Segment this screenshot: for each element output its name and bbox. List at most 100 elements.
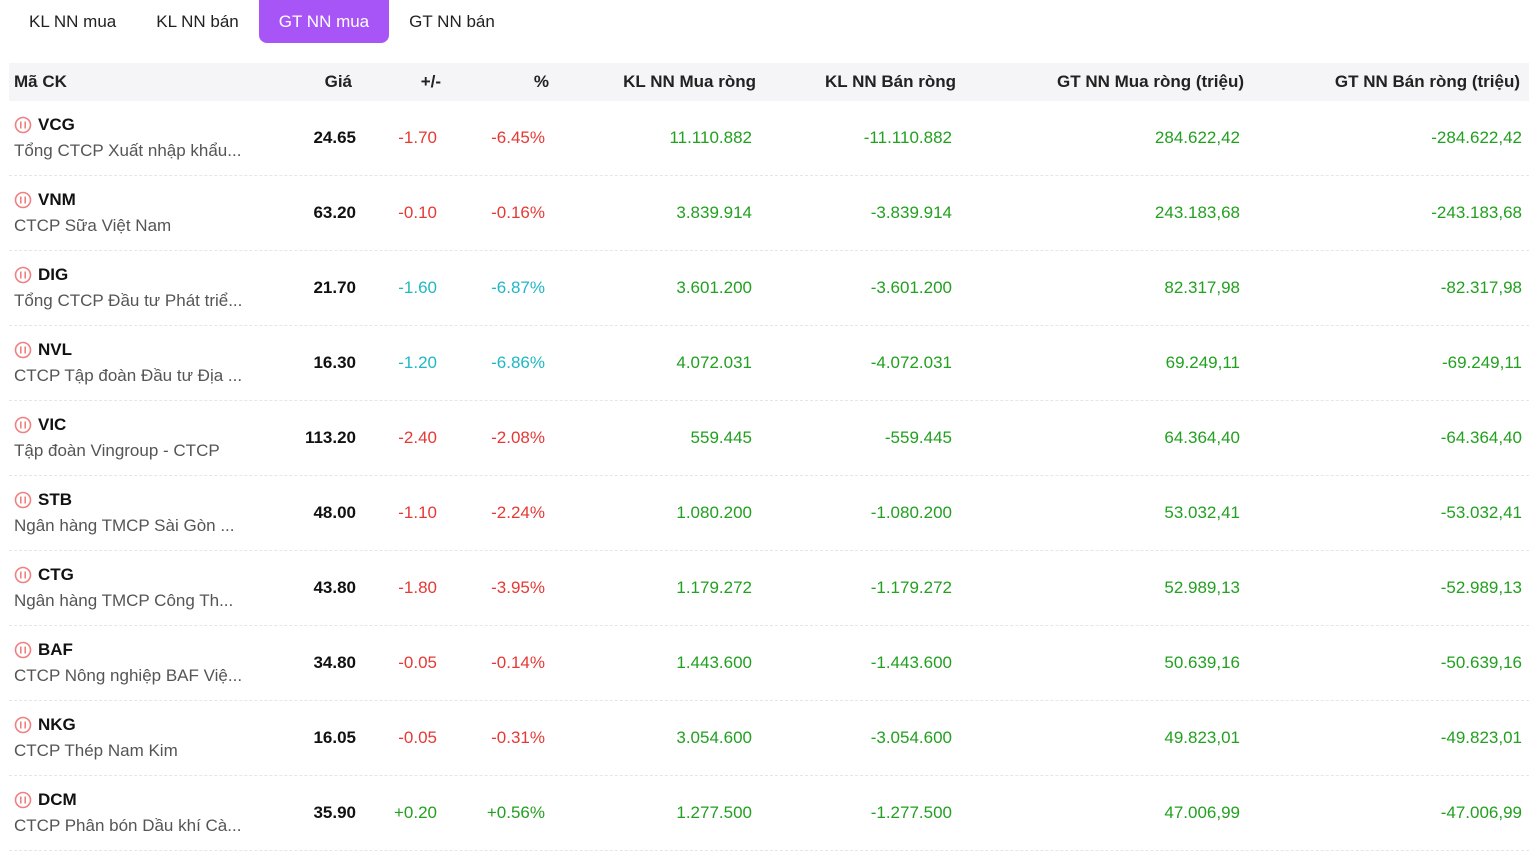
stock-symbol[interactable]: DCM	[38, 790, 77, 809]
company-name: Ngân hàng TMCP Sài Gòn ...	[14, 516, 235, 535]
header-price[interactable]: Giá	[324, 72, 352, 91]
company-name: CTCP Sữa Việt Nam	[14, 216, 172, 235]
stock-cell: NVL CTCP Tập đoàn Đầu tư Địa ...	[9, 340, 271, 386]
table-row[interactable]: NKG CTCP Thép Nam Kim 16.05 -0.05 -0.31% 3.05…	[9, 701, 1529, 776]
symbol-line: BAF	[14, 640, 271, 660]
kl-net-buy: 1.277.500	[676, 803, 752, 822]
gt-net-sell: -64.364,40	[1440, 428, 1522, 447]
pause-icon	[14, 266, 32, 284]
stock-symbol[interactable]: CTG	[38, 565, 74, 584]
symbol-line: NVL	[14, 340, 271, 360]
price: 16.05	[313, 728, 356, 747]
stock-cell: CTG Ngân hàng TMCP Công Th...	[9, 565, 271, 611]
kl-net-sell: -3.054.600	[870, 728, 952, 747]
table-row[interactable]: STB Ngân hàng TMCP Sài Gòn ... 48.00 -1.10 -…	[9, 476, 1529, 551]
header-gt-buy[interactable]: GT NN Mua ròng (triệu)	[1057, 72, 1244, 91]
table-header: Mã CK Giá +/- % KL NN Mua ròng KL NN Bán…	[9, 63, 1529, 101]
stock-symbol[interactable]: VNM	[38, 190, 76, 209]
table-row[interactable]: CTG Ngân hàng TMCP Công Th... 43.80 -1.80 -3…	[9, 551, 1529, 626]
pause-icon	[14, 116, 32, 134]
gt-net-buy: 82.317,98	[1164, 278, 1240, 297]
header-kl-buy[interactable]: KL NN Mua ròng	[623, 72, 756, 91]
tab-kl-nn-mua[interactable]: KL NN mua	[29, 11, 117, 31]
price-change: -0.05	[398, 728, 437, 747]
kl-net-buy: 1.179.272	[676, 578, 752, 597]
gt-net-buy: 47.006,99	[1164, 803, 1240, 822]
pause-icon	[14, 416, 32, 434]
tab-gt-nn-mua[interactable]: GT NN mua	[258, 0, 390, 43]
gt-net-sell: -50.639,16	[1440, 653, 1522, 672]
price-change: -2.40	[398, 428, 437, 447]
symbol-line: VNM	[14, 190, 271, 210]
kl-net-buy: 3.601.200	[676, 278, 752, 297]
tab-gt-nn-bán[interactable]: GT NN bán	[409, 11, 495, 31]
table-row[interactable]: NVL CTCP Tập đoàn Đầu tư Địa ... 16.30 -1.2…	[9, 326, 1529, 401]
symbol-line: STB	[14, 490, 271, 510]
gt-net-buy: 52.989,13	[1164, 578, 1240, 597]
foreign-trading-table: Mã CK Giá +/- % KL NN Mua ròng KL NN Bán…	[9, 63, 1529, 851]
gt-net-sell: -69.249,11	[1441, 353, 1522, 372]
price-change: -1.80	[398, 578, 437, 597]
pause-icon	[14, 191, 32, 209]
gt-net-buy: 49.823,01	[1164, 728, 1240, 747]
table-row[interactable]: BAF CTCP Nông nghiệp BAF Việ... 34.80 -0.05…	[9, 626, 1529, 701]
price: 34.80	[313, 653, 356, 672]
stock-cell: BAF CTCP Nông nghiệp BAF Việ...	[9, 640, 271, 686]
stock-symbol[interactable]: BAF	[38, 640, 73, 659]
symbol-line: VCG	[14, 115, 271, 135]
price-change: -0.10	[398, 203, 437, 222]
kl-net-sell: -3.839.914	[870, 203, 952, 222]
table-row[interactable]: VCG Tổng CTCP Xuất nhập khẩu... 24.65 -1.70…	[9, 101, 1529, 176]
symbol-line: DIG	[14, 265, 271, 285]
header-percent[interactable]: %	[533, 72, 549, 91]
header-code[interactable]: Mã CK	[14, 72, 67, 91]
stock-symbol[interactable]: VCG	[38, 115, 75, 134]
price: 16.30	[313, 353, 356, 372]
table-row[interactable]: VNM CTCP Sữa Việt Nam 63.20 -0.10 -0.16% 3.83…	[9, 176, 1529, 251]
percent-change: -0.14%	[491, 653, 545, 672]
gt-net-buy: 284.622,42	[1154, 128, 1240, 147]
stock-symbol[interactable]: NVL	[38, 340, 72, 359]
pause-icon	[14, 791, 32, 809]
stock-cell: DCM CTCP Phân bón Dầu khí Cà...	[9, 790, 271, 836]
stock-symbol[interactable]: STB	[38, 490, 72, 509]
stock-cell: STB Ngân hàng TMCP Sài Gòn ...	[9, 490, 271, 536]
header-change[interactable]: +/-	[420, 72, 441, 91]
price: 21.70	[313, 278, 356, 297]
pause-icon	[14, 641, 32, 659]
kl-net-sell: -1.443.600	[870, 653, 952, 672]
symbol-line: NKG	[14, 715, 271, 735]
kl-net-buy: 11.110.882	[669, 128, 752, 147]
kl-net-sell: -1.277.500	[870, 803, 952, 822]
kl-net-buy: 1.080.200	[676, 503, 752, 522]
symbol-line: VIC	[14, 415, 271, 435]
price-change: -0.05	[398, 653, 437, 672]
tab-kl-nn-bán[interactable]: KL NN bán	[156, 11, 239, 31]
stock-cell: VCG Tổng CTCP Xuất nhập khẩu...	[9, 115, 271, 161]
header-kl-sell[interactable]: KL NN Bán ròng	[825, 72, 956, 91]
table-row[interactable]: DCM CTCP Phân bón Dầu khí Cà... 35.90 +0.20…	[9, 776, 1529, 851]
gt-net-sell: -243.183,68	[1431, 203, 1522, 222]
company-name: Ngân hàng TMCP Công Th...	[14, 591, 234, 610]
kl-net-buy: 3.054.600	[676, 728, 752, 747]
kl-net-sell: -559.445	[884, 428, 952, 447]
gt-net-buy: 53.032,41	[1164, 503, 1240, 522]
table-row[interactable]: DIG Tổng CTCP Đầu tư Phát triể... 21.70 -1.…	[9, 251, 1529, 326]
gt-net-sell: -82.317,98	[1440, 278, 1522, 297]
gt-net-sell: -47.006,99	[1440, 803, 1522, 822]
percent-change: +0.56%	[486, 803, 545, 822]
gt-net-sell: -284.622,42	[1431, 128, 1522, 147]
stock-cell: NKG CTCP Thép Nam Kim	[9, 715, 271, 761]
percent-change: -0.16%	[491, 203, 545, 222]
price: 24.65	[313, 128, 356, 147]
price: 48.00	[313, 503, 356, 522]
stock-cell: VIC Tập đoàn Vingroup - CTCP	[9, 415, 271, 461]
table-row[interactable]: VIC Tập đoàn Vingroup - CTCP 113.20 -2.40 -2…	[9, 401, 1529, 476]
stock-symbol[interactable]: VIC	[38, 415, 67, 434]
header-gt-sell[interactable]: GT NN Bán ròng (triệu)	[1334, 72, 1520, 91]
gt-net-sell: -53.032,41	[1440, 503, 1522, 522]
stock-symbol[interactable]: NKG	[38, 715, 76, 734]
stock-symbol[interactable]: DIG	[38, 265, 69, 284]
percent-change: -3.95%	[491, 578, 545, 597]
company-name: CTCP Tập đoàn Đầu tư Địa ...	[14, 366, 243, 385]
